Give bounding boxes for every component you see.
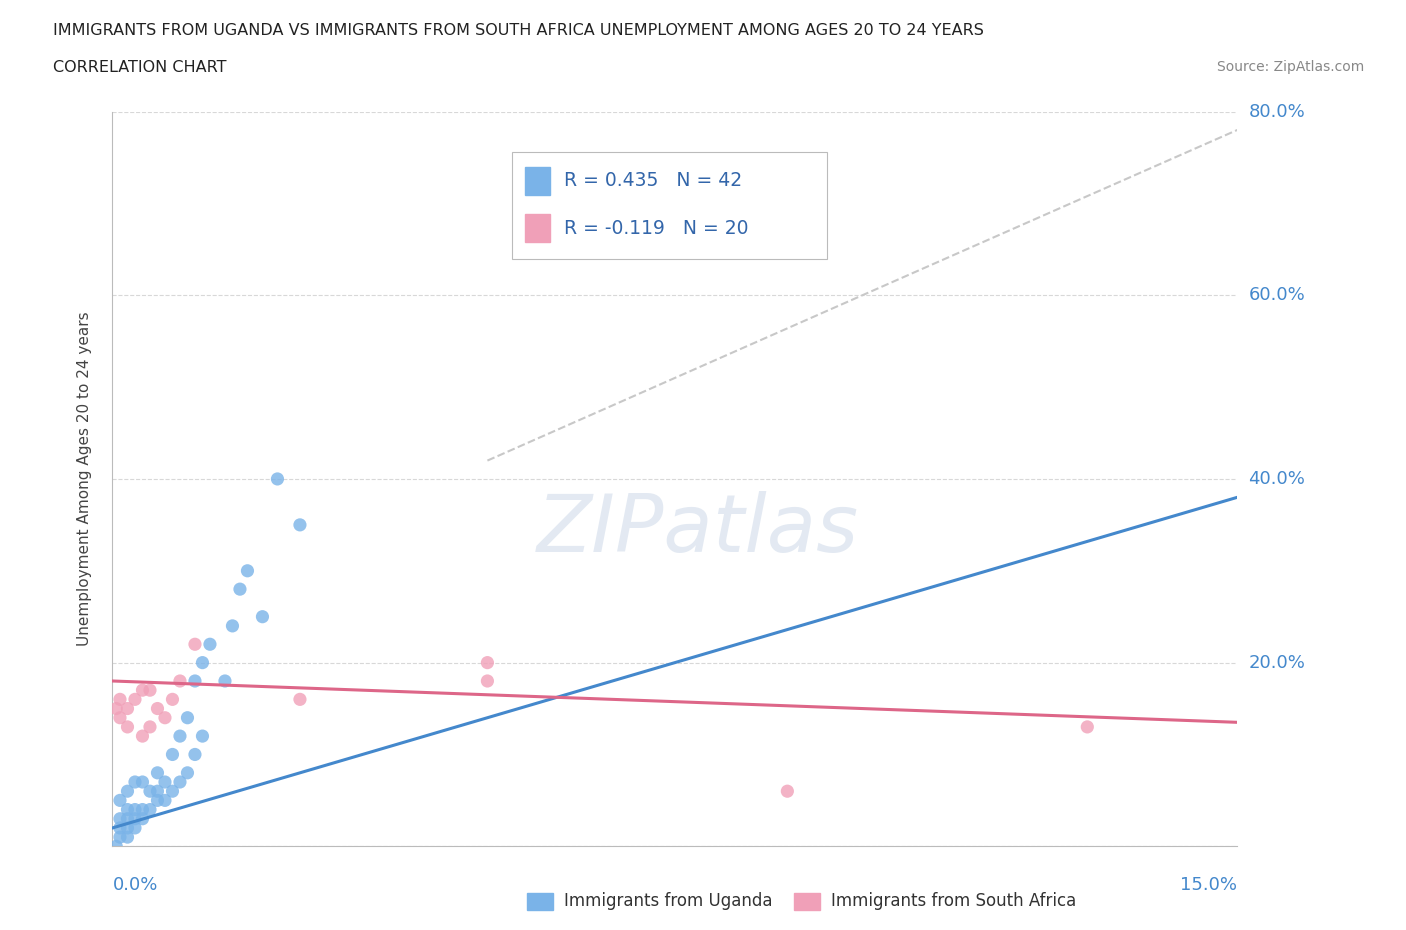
- Point: [124, 692, 146, 707]
- Point: [169, 729, 191, 744]
- Point: [108, 811, 131, 826]
- Point: [108, 711, 131, 725]
- Point: [124, 802, 146, 817]
- Bar: [526, 166, 550, 194]
- Point: [169, 775, 191, 790]
- Text: 0.0%: 0.0%: [112, 876, 157, 894]
- Point: [131, 775, 153, 790]
- Point: [139, 784, 162, 799]
- Point: [124, 820, 146, 835]
- Point: [117, 701, 139, 716]
- Point: [477, 655, 499, 670]
- Point: [236, 564, 259, 578]
- Point: [184, 747, 207, 762]
- Point: [117, 811, 139, 826]
- Point: [162, 784, 184, 799]
- Point: [169, 673, 191, 688]
- FancyBboxPatch shape: [512, 152, 827, 259]
- Text: Immigrants from Uganda: Immigrants from Uganda: [564, 892, 772, 910]
- Point: [153, 793, 176, 808]
- Point: [153, 775, 176, 790]
- Point: [139, 802, 162, 817]
- Point: [266, 472, 288, 486]
- Text: Source: ZipAtlas.com: Source: ZipAtlas.com: [1216, 60, 1364, 74]
- Point: [108, 820, 131, 835]
- Point: [191, 655, 214, 670]
- Point: [198, 637, 221, 652]
- Text: 15.0%: 15.0%: [1180, 876, 1237, 894]
- Point: [117, 784, 139, 799]
- Point: [105, 839, 128, 854]
- Text: R = -0.119   N = 20: R = -0.119 N = 20: [564, 219, 748, 238]
- Point: [139, 683, 162, 698]
- Text: R = 0.435   N = 42: R = 0.435 N = 42: [564, 171, 741, 190]
- Point: [288, 692, 311, 707]
- Point: [221, 618, 243, 633]
- Text: 60.0%: 60.0%: [1249, 286, 1305, 304]
- Point: [229, 582, 252, 597]
- Text: IMMIGRANTS FROM UGANDA VS IMMIGRANTS FROM SOUTH AFRICA UNEMPLOYMENT AMONG AGES 2: IMMIGRANTS FROM UGANDA VS IMMIGRANTS FRO…: [53, 23, 984, 38]
- Point: [776, 784, 799, 799]
- Point: [108, 793, 131, 808]
- Point: [131, 802, 153, 817]
- Point: [108, 692, 131, 707]
- Point: [131, 683, 153, 698]
- Point: [105, 701, 128, 716]
- Point: [117, 820, 139, 835]
- Point: [124, 775, 146, 790]
- Text: Immigrants from South Africa: Immigrants from South Africa: [831, 892, 1076, 910]
- Point: [184, 637, 207, 652]
- Text: 40.0%: 40.0%: [1249, 470, 1305, 488]
- Point: [153, 711, 176, 725]
- Point: [146, 765, 169, 780]
- Point: [117, 720, 139, 735]
- Point: [288, 517, 311, 532]
- Text: 80.0%: 80.0%: [1249, 102, 1305, 121]
- Y-axis label: Unemployment Among Ages 20 to 24 years: Unemployment Among Ages 20 to 24 years: [77, 312, 91, 646]
- Point: [162, 747, 184, 762]
- Point: [146, 784, 169, 799]
- Point: [176, 765, 198, 780]
- Point: [139, 720, 162, 735]
- Point: [108, 830, 131, 844]
- Point: [146, 793, 169, 808]
- Point: [252, 609, 274, 624]
- Point: [191, 729, 214, 744]
- Point: [162, 692, 184, 707]
- Point: [131, 729, 153, 744]
- Point: [477, 673, 499, 688]
- Point: [131, 811, 153, 826]
- Point: [1076, 720, 1098, 735]
- Point: [117, 830, 139, 844]
- Point: [124, 811, 146, 826]
- Point: [117, 802, 139, 817]
- Point: [214, 673, 236, 688]
- Point: [146, 701, 169, 716]
- Text: 20.0%: 20.0%: [1249, 654, 1305, 671]
- Point: [184, 673, 207, 688]
- Text: ZIPatlas: ZIPatlas: [536, 491, 859, 569]
- Bar: [526, 215, 550, 243]
- Point: [176, 711, 198, 725]
- Text: CORRELATION CHART: CORRELATION CHART: [53, 60, 226, 75]
